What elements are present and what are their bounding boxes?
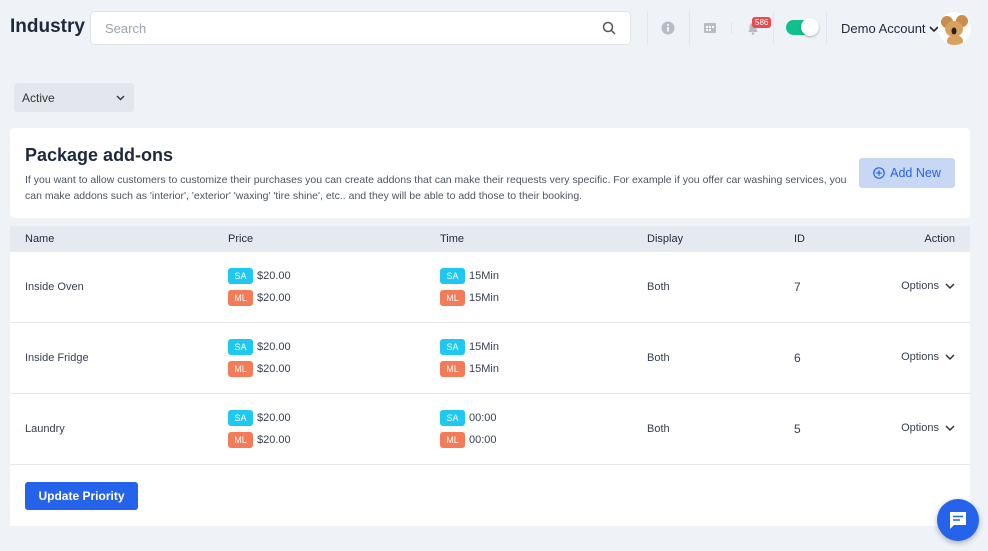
sa-badge: SA xyxy=(228,268,253,284)
col-display: Display xyxy=(647,233,684,245)
plus-circle-icon xyxy=(873,167,885,179)
card-description: If you want to allow customers to custom… xyxy=(25,174,847,202)
notification-badge: 586 xyxy=(752,17,772,28)
avatar[interactable] xyxy=(938,12,971,45)
sa-price: $20.00 xyxy=(257,270,291,282)
sa-badge: SA xyxy=(440,410,465,426)
display-value: Both xyxy=(647,352,670,364)
account-name: Demo Account xyxy=(841,21,926,36)
divider xyxy=(826,12,827,44)
addon-id: 5 xyxy=(794,422,801,436)
addons-table: Name Price Time Display ID Action Inside… xyxy=(10,226,970,526)
status-toggle[interactable] xyxy=(786,18,819,36)
search-box[interactable] xyxy=(90,11,631,45)
ml-price: $20.00 xyxy=(257,363,291,375)
divider xyxy=(689,12,690,44)
chevron-down-icon xyxy=(945,282,955,289)
chat-icon xyxy=(950,511,966,529)
sa-badge: SA xyxy=(440,268,465,284)
chevron-down-icon xyxy=(929,26,939,33)
options-label: Options xyxy=(901,422,939,434)
ml-badge: ML xyxy=(228,361,253,377)
chat-button[interactable] xyxy=(937,499,979,541)
addon-id: 7 xyxy=(794,280,801,294)
addon-id: 6 xyxy=(794,351,801,365)
ml-badge: ML xyxy=(228,290,253,306)
options-dropdown[interactable]: Options xyxy=(901,422,955,434)
info-icon[interactable] xyxy=(661,21,675,35)
options-dropdown[interactable]: Options xyxy=(901,351,955,363)
page-title: Industry xyxy=(10,16,85,37)
col-time: Time xyxy=(440,233,465,245)
card-title: Package add-ons xyxy=(25,145,174,165)
ml-badge: ML xyxy=(440,290,465,306)
display-value: Both xyxy=(647,423,670,435)
chevron-down-icon xyxy=(945,424,955,431)
sa-time: 15Min xyxy=(469,270,499,282)
ml-price: $20.00 xyxy=(257,292,291,304)
options-label: Options xyxy=(901,280,939,292)
options-label: Options xyxy=(901,351,939,363)
sa-badge: SA xyxy=(228,410,253,426)
update-priority-button[interactable]: Update Priority xyxy=(25,482,138,510)
add-new-button[interactable]: Add New xyxy=(859,158,955,188)
ml-time: 15Min xyxy=(469,292,499,304)
display-value: Both xyxy=(647,281,670,293)
options-dropdown[interactable]: Options xyxy=(901,280,955,292)
divider xyxy=(731,22,732,34)
sa-badge: SA xyxy=(228,339,253,355)
account-menu[interactable]: Demo Account xyxy=(841,21,939,36)
chevron-down-icon xyxy=(945,353,955,360)
ml-badge: ML xyxy=(228,432,253,448)
col-action: Action xyxy=(924,233,955,245)
divider xyxy=(647,12,648,44)
table-row: Laundry SA $20.00 ML $20.00 SA 00:00 ML 00:0… xyxy=(10,394,970,465)
ml-badge: ML xyxy=(440,432,465,448)
ml-time: 15Min xyxy=(469,363,499,375)
col-id: ID xyxy=(794,233,805,245)
add-new-label: Add New xyxy=(890,166,941,180)
sa-time: 15Min xyxy=(469,341,499,353)
addon-name: Inside Fridge xyxy=(25,352,89,364)
sa-time: 00:00 xyxy=(469,412,497,424)
status-filter-select[interactable]: Active xyxy=(14,83,134,112)
search-icon[interactable] xyxy=(602,21,616,35)
col-name: Name xyxy=(25,233,55,245)
ml-badge: ML xyxy=(440,361,465,377)
addon-name: Laundry xyxy=(25,423,65,435)
sa-price: $20.00 xyxy=(257,341,291,353)
ml-price: $20.00 xyxy=(257,434,291,446)
table-row: Inside Oven SA $20.00 ML $20.00 SA 15Min ML… xyxy=(10,252,970,323)
addon-name: Inside Oven xyxy=(25,281,84,293)
table-row: Inside Fridge SA $20.00 ML $20.00 SA 15Min … xyxy=(10,323,970,394)
divider xyxy=(773,12,774,44)
chevron-down-icon xyxy=(116,95,125,101)
col-price: Price xyxy=(228,233,254,245)
calendar-icon[interactable] xyxy=(704,22,717,34)
table-header: Name Price Time Display ID Action xyxy=(10,226,970,252)
search-input[interactable] xyxy=(91,12,571,44)
addons-card: Package add-ons If you want to allow cus… xyxy=(10,128,970,218)
status-filter-value: Active xyxy=(22,91,55,105)
ml-time: 00:00 xyxy=(469,434,497,446)
sa-badge: SA xyxy=(440,339,465,355)
sa-price: $20.00 xyxy=(257,412,291,424)
